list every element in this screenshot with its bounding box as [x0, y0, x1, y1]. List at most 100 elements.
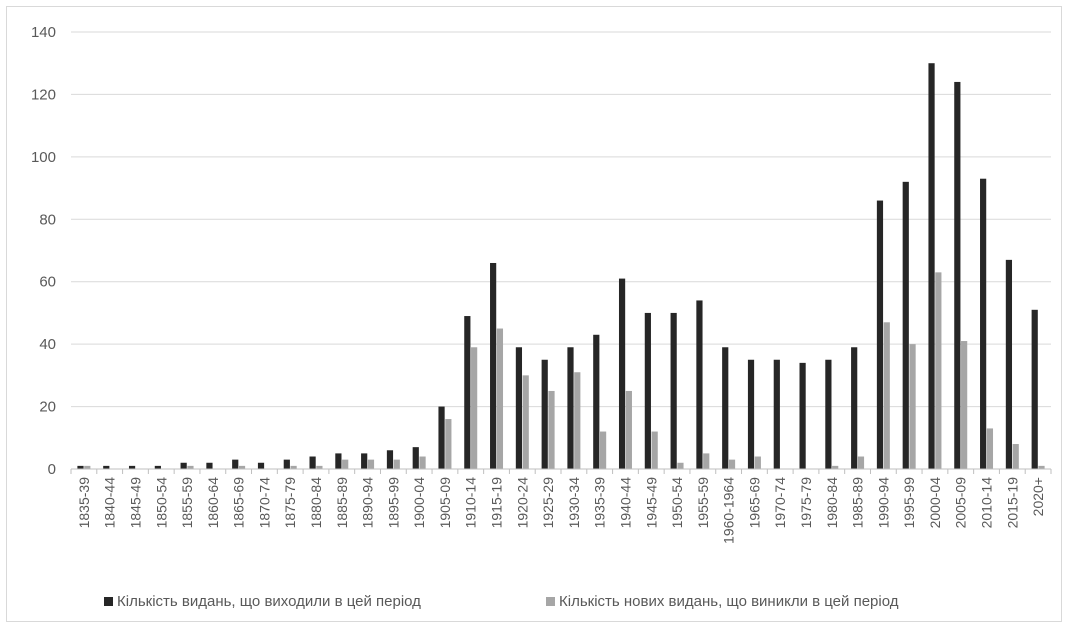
- bar-series-1: [154, 465, 161, 469]
- bar-series-2: [1038, 465, 1045, 469]
- x-tick-label: 2005-09: [953, 477, 969, 529]
- bar-series-2: [1012, 444, 1019, 469]
- bar-series-2: [883, 322, 890, 469]
- bar-series-1: [386, 450, 394, 469]
- bar-series-1: [851, 347, 858, 469]
- gridlines: [71, 31, 1051, 408]
- x-tick-label: 1945-49: [643, 477, 659, 529]
- x-tick-label: 1870-74: [256, 477, 272, 529]
- bar-series-2: [290, 465, 297, 469]
- bar-series-1: [593, 334, 600, 469]
- x-tick-label: 1980-84: [824, 477, 840, 529]
- x-tick-label: 1935-39: [592, 477, 608, 529]
- bar-series-1: [77, 465, 84, 469]
- bar-series-1: [180, 462, 187, 469]
- bar-series-1: [257, 462, 265, 469]
- x-tick-label: 1985-89: [850, 477, 866, 529]
- x-tick-label: 2000-04: [927, 477, 943, 529]
- bar-series-2: [832, 465, 839, 469]
- bar-series-2: [316, 465, 323, 469]
- bar-series-1: [773, 359, 780, 469]
- bar-series-1: [232, 459, 239, 469]
- bar-series-1: [361, 453, 368, 469]
- x-tick-label: 1875-79: [282, 477, 298, 529]
- bar-series-1: [799, 362, 806, 469]
- bar-series-1: [309, 456, 316, 469]
- bar-series-2: [754, 456, 761, 469]
- bar-series-1: [618, 278, 626, 469]
- bar-series-2: [986, 428, 994, 469]
- legend: Кількість видань, що виходили в цей пері…: [104, 593, 899, 610]
- x-tick-label: 1890-94: [360, 477, 376, 529]
- y-tick-label: 140: [31, 24, 56, 41]
- bar-series-1: [412, 447, 419, 469]
- x-tick-label: 1995-99: [901, 477, 917, 529]
- x-tick-label: 1855-59: [179, 477, 195, 529]
- bar-series-1: [1031, 309, 1038, 469]
- x-tick-label: 1910-14: [463, 477, 479, 529]
- bar-series-2: [187, 465, 194, 469]
- bar-series-1: [128, 465, 136, 469]
- bar-series-1: [980, 178, 987, 469]
- x-tick-label: 1960-1964: [721, 477, 737, 544]
- y-tick-label: 120: [31, 86, 56, 103]
- bar-series-2: [599, 431, 607, 469]
- bar-series-2: [471, 347, 478, 469]
- legend-swatch: [546, 597, 555, 606]
- bar-series-1: [103, 465, 110, 469]
- bar-series-2: [625, 390, 632, 469]
- legend-label: Кількість нових видань, що виникли в цей…: [559, 593, 899, 610]
- bar-series-1: [490, 262, 497, 469]
- bar-series-1: [206, 462, 213, 469]
- bar-series-2: [238, 465, 246, 469]
- bar-series-2: [342, 459, 349, 469]
- x-tick-label: 1970-74: [772, 477, 788, 529]
- bar-series-2: [393, 459, 400, 469]
- bar-series-1: [567, 347, 574, 469]
- bar-series-2: [909, 344, 916, 469]
- x-tick-label: 1965-69: [746, 477, 762, 529]
- x-axis: [70, 468, 1052, 474]
- y-tick-label: 80: [39, 211, 56, 228]
- y-tick-label: 20: [39, 399, 56, 416]
- bar-series-2: [367, 459, 375, 469]
- legend-label: Кількість видань, що виходили в цей пері…: [117, 593, 421, 610]
- x-tick-label: 1845-49: [127, 477, 143, 529]
- bar-series-1: [722, 347, 729, 469]
- x-tick-label: 1920-24: [514, 477, 530, 529]
- bar-series-2: [496, 328, 504, 469]
- bar-series-2: [548, 390, 555, 469]
- bar-series-1: [335, 453, 342, 469]
- bar-series-1: [876, 200, 884, 470]
- x-tick-label: 1940-44: [617, 477, 633, 529]
- bar-series-2: [961, 341, 968, 469]
- chart-frame: 0 20 40 60 80 100 120 140 1835-39 1840-44 1845-49…: [6, 6, 1062, 622]
- x-tick-label: 1990-94: [875, 477, 891, 529]
- x-tick-label: 1975-79: [798, 477, 814, 529]
- x-tick-label: 1905-09: [437, 477, 453, 529]
- bar-series-1: [954, 81, 961, 469]
- bar-series-2: [651, 431, 658, 469]
- bar-series-2: [522, 375, 529, 469]
- bars: [77, 63, 1045, 470]
- bar-series-2: [857, 456, 865, 469]
- legend-swatch: [104, 597, 113, 606]
- x-tick-label: 1850-54: [153, 477, 169, 529]
- x-tick-label: 1860-64: [205, 477, 221, 529]
- bar-series-2: [703, 453, 710, 469]
- bar-series-1: [464, 316, 471, 469]
- x-tick-label: 1835-39: [76, 477, 92, 529]
- y-axis-ticks: 0 20 40 60 80 100 120 140: [31, 24, 56, 478]
- x-tick-label: 2020+: [1030, 477, 1046, 516]
- bar-series-1: [438, 406, 445, 469]
- bar-series-1: [1005, 259, 1013, 469]
- bar-series-1: [670, 312, 677, 469]
- y-tick-label: 40: [39, 336, 56, 353]
- x-axis-ticks: 1835-39 1840-44 1845-49 1850-54 1855-59 1860-…: [76, 477, 1046, 544]
- bar-series-1: [747, 359, 755, 469]
- bar-chart: 0 20 40 60 80 100 120 140 1835-39 1840-44 1845-49…: [31, 24, 1052, 610]
- bar-series-1: [541, 359, 548, 469]
- x-tick-label: 1900-04: [411, 477, 427, 529]
- bar-series-1: [515, 347, 523, 469]
- x-tick-label: 1930-34: [566, 477, 582, 529]
